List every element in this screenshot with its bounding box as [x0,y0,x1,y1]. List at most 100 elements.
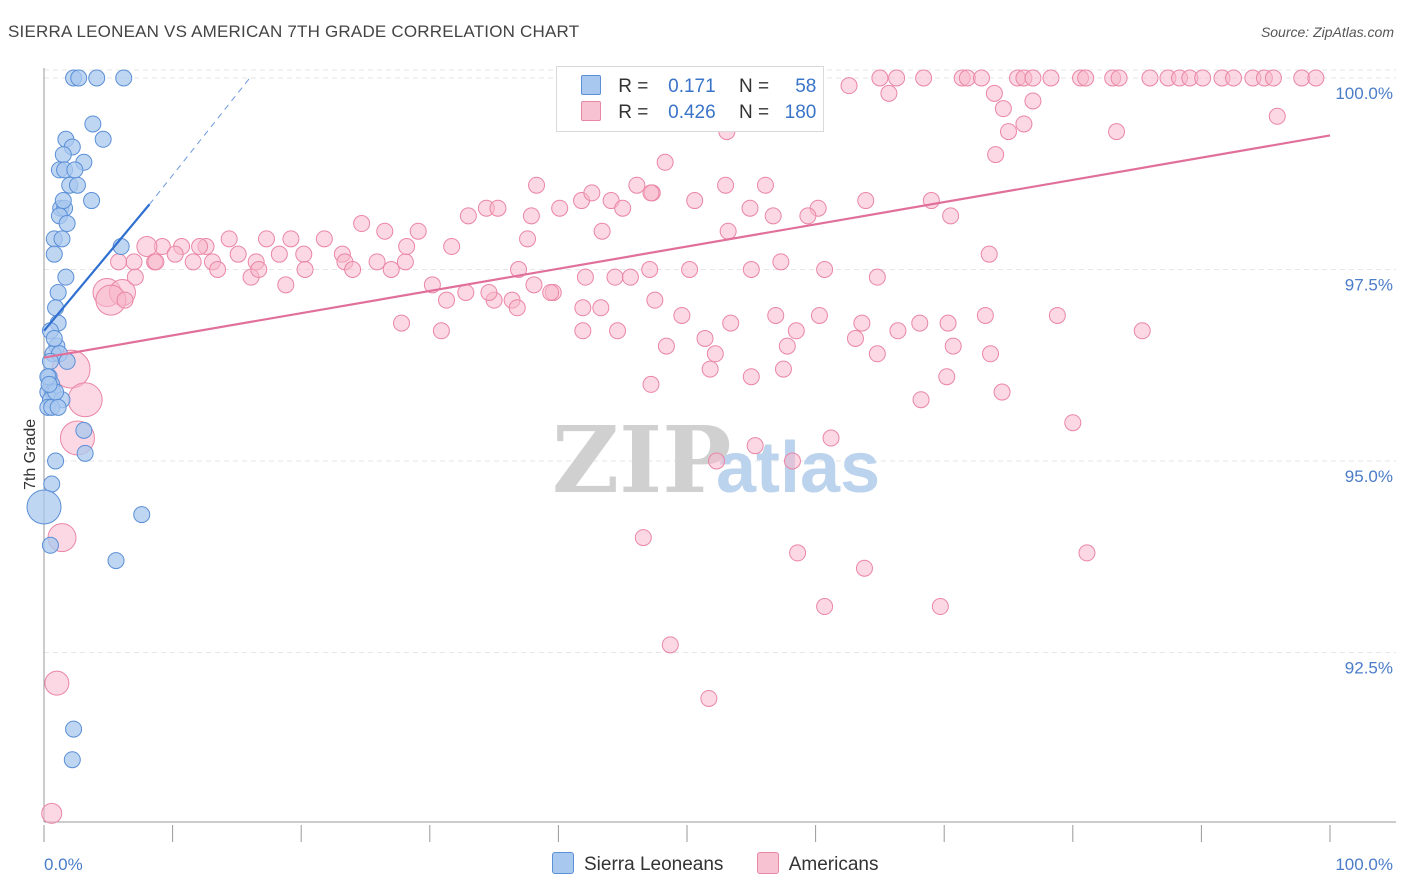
american-point [1000,123,1017,141]
american-point [344,261,362,278]
american-point [1064,414,1082,432]
american-point [810,306,828,324]
american-point [772,253,790,271]
american-point [880,84,898,102]
legend-row-sierra-leoneans: R = 0.171 N = 58 [581,75,816,101]
american-point [166,245,184,263]
american-point [382,261,400,278]
american-point [958,69,976,87]
american-point [1141,69,1159,87]
y-tick-label: 97.5% [1345,276,1393,295]
american-point [116,291,134,309]
american-point [270,245,288,263]
american-point [609,322,627,340]
american-point [700,689,718,707]
legend-item-sierra-leoneans[interactable]: Sierra Leoneans [552,852,723,876]
american-point [915,69,933,87]
sierra-leonean-point [133,506,151,524]
legend-item-americans[interactable]: Americans [756,852,878,876]
american-point [282,230,300,248]
american-point [368,253,386,271]
sierra-leonean-point [88,69,106,87]
american-point [657,337,675,355]
sierra-leonean-point [58,352,76,370]
x-tick-label: 0.0% [44,855,83,874]
american-point [799,207,817,225]
sierra-leonean-point [76,444,94,462]
american-point [393,314,411,332]
american-point [681,261,699,278]
gridlines [44,69,1396,653]
american-point [209,261,227,278]
sierra-leonean-point [94,130,112,148]
american-point [985,84,1003,102]
american-point [857,192,875,210]
american-point [542,283,560,301]
american-point [642,184,660,202]
chart-source: Source: ZipAtlas.com [1260,24,1394,40]
american-point [816,598,834,616]
legend-swatch-pink [756,852,779,874]
american-point [229,245,247,263]
american-point [480,283,498,301]
sierra-leonean-point [68,176,86,194]
y-axis-label: 7th Grade [22,419,39,490]
american-point [696,329,714,347]
american-point [126,268,144,286]
american-point [719,222,737,240]
american-point [868,345,886,363]
american-point [1077,69,1095,87]
american-point [606,268,624,286]
american-point [1015,115,1033,133]
american-point [220,230,238,248]
american-point [110,253,128,271]
american-point [295,245,313,263]
american-point [701,360,719,378]
legend-r-label: R = [618,76,649,97]
american-point [593,222,611,240]
american-point [846,329,864,347]
y-tick-labels: 100.0% 97.5% 95.0% 92.5% [1335,84,1393,678]
american-point [184,253,202,271]
american-point [396,253,414,271]
american-point [642,375,660,393]
american-point [508,299,526,317]
american-point [628,176,646,194]
watermark-atlas: atlas [716,428,880,508]
american-point [551,199,569,217]
sierra-leonean-point [54,146,72,164]
sierra-leonean-point [84,115,102,133]
american-point [938,368,956,386]
american-point [1268,107,1286,125]
sierra-leonean-point [53,230,71,248]
american-point [574,299,592,317]
legend-n-value: 180 [784,102,817,123]
american-point [787,322,805,340]
american-point [1108,123,1126,141]
american-point [756,176,774,194]
legend-r-value: 0.171 [668,76,716,97]
american-point [641,261,659,278]
american-point [522,207,540,225]
american-point [822,429,840,447]
american-point [1042,69,1060,87]
sierra-leonean-point [83,192,101,210]
watermark-zip: ZIP [552,406,731,514]
legend-swatch-pink [581,101,601,121]
american-point [44,670,70,696]
american-point [868,268,886,286]
american-point [41,802,63,824]
y-tick-label: 100.0% [1335,84,1393,103]
american-point [746,437,764,455]
american-point [783,452,801,470]
american-point [457,283,475,301]
sierra-leonean-point [26,489,62,525]
sierra-leonean-point [49,398,67,416]
sierra-leonean-point [65,720,83,738]
american-point [764,207,782,225]
american-point [191,238,209,256]
american-point [519,230,537,248]
american-point [459,207,477,225]
y-tick-label: 92.5% [1345,659,1393,678]
american-point [528,176,546,194]
